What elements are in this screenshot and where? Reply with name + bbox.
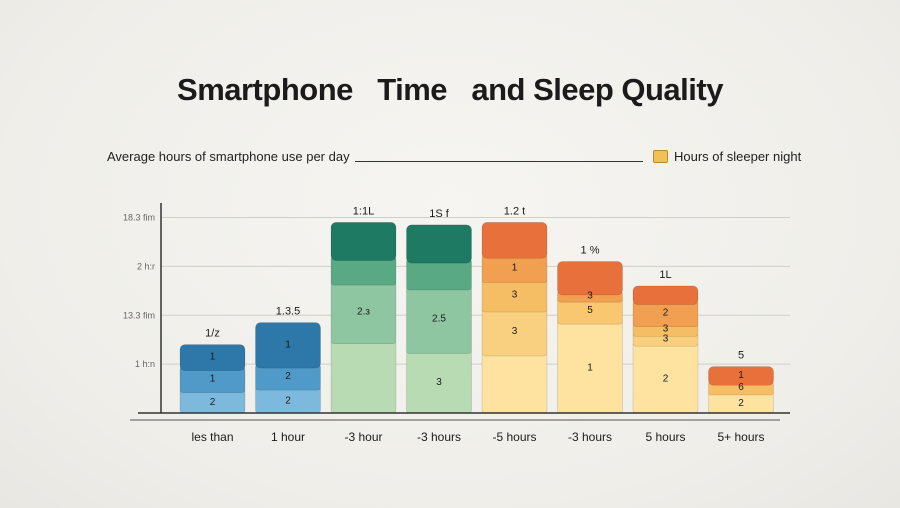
bar-segment	[330, 339, 397, 414]
segment-value-label: 2	[285, 396, 291, 407]
bar-stack: 1 5 3 1 %	[557, 245, 623, 414]
bar-segment	[406, 258, 472, 291]
segment-value-label: 3	[512, 326, 518, 337]
legend-divider-line	[355, 161, 643, 162]
x-tick-labels: les than 1 hour -3 hour -3 hours -5 hours -3 …	[191, 430, 764, 444]
segment-value-label: 1	[285, 339, 291, 350]
y-tick-label: 18.3 fim	[123, 213, 155, 223]
bar-top-label: 5	[738, 350, 744, 362]
y-tick-labels: 1 h:n 13.3 fim 2 h:r 18.3 fim	[123, 213, 155, 370]
x-tick-label: 5+ hours	[717, 430, 764, 444]
bar-top-label: 1.2 t	[504, 205, 525, 217]
bar-top-label: 1S f	[429, 208, 450, 220]
segment-value-label: 1	[587, 363, 593, 374]
bar-segment	[481, 351, 548, 414]
segment-value-label: 2.5	[432, 314, 446, 325]
bar-stack: 2 1 1 1/z	[179, 328, 246, 414]
x-tick-label: -3 hours	[568, 430, 612, 444]
bar-segment	[406, 224, 472, 264]
y-tick-label: 2 h:r	[137, 261, 155, 271]
bar-segment	[330, 222, 397, 261]
bar-segment	[179, 344, 246, 371]
sleep-legend-label: Hours of sleeper night	[674, 149, 802, 164]
x-tick-label: 1 hour	[271, 430, 305, 444]
legend-swatch-icon	[653, 150, 668, 163]
segment-value-label: 3	[436, 377, 442, 388]
segment-value-label: 3	[512, 289, 518, 300]
x-tick-label: -3 hours	[417, 430, 461, 444]
x-tick-label: -3 hour	[344, 430, 382, 444]
segment-value-label: 3	[663, 333, 669, 344]
bar-stack: 2 33 2 1L	[632, 269, 699, 414]
bar-segment	[481, 222, 548, 259]
bar-top-label: 1/z	[205, 328, 220, 340]
x-tick-label: 5 hours	[645, 430, 685, 444]
segment-value-label: 2	[663, 374, 669, 385]
bar-top-label: 1.3.5	[276, 306, 300, 318]
bar-top-label: 1L	[659, 269, 671, 281]
segment-value-label: 2	[663, 308, 669, 319]
segment-value-label: 1	[512, 262, 518, 273]
segment-value-label: 1	[210, 374, 216, 385]
bar-stack: 3 2.5 1S f	[406, 208, 472, 414]
segment-value-label: 2.з	[357, 306, 370, 317]
bar-top-label: 1 %	[581, 245, 600, 257]
x-tick-label: -5 hours	[492, 430, 536, 444]
segment-value-label: 1	[210, 352, 216, 363]
bar-top-label: 1:1L	[353, 205, 374, 217]
segment-value-label: 2	[210, 397, 216, 408]
y-tick-label: 1 h:n	[135, 359, 155, 369]
sleep-legend: Hours of sleeper night	[653, 149, 801, 164]
bar-segment	[557, 261, 623, 296]
bar-segment	[255, 322, 321, 369]
segment-value-label: 6	[738, 382, 744, 393]
bar-stack: 2 2 1 1.3.5	[255, 306, 321, 414]
bar-stack: 3 3 1 1.2 t	[481, 205, 548, 414]
bar-segment	[708, 366, 774, 386]
segment-value-label: 3	[663, 323, 669, 334]
segment-value-label: 3	[587, 291, 593, 302]
axes	[130, 203, 790, 421]
y-tick-label: 13.3 fim	[123, 310, 155, 320]
segment-value-label: 1	[738, 370, 744, 381]
bar-stack: 2 61 5	[708, 350, 774, 414]
segment-value-label: 2	[738, 398, 744, 409]
bar-segment	[632, 285, 699, 305]
x-axis-legend-label: Average hours of smartphone use per day	[107, 149, 350, 164]
segment-value-label: 2	[285, 371, 291, 382]
chart-title: Smartphone Time and Sleep Quality	[177, 72, 723, 107]
bar-stack: 2.з 1:1L	[330, 205, 397, 414]
segment-value-label: 5	[587, 305, 593, 316]
x-tick-label: les than	[191, 430, 233, 444]
